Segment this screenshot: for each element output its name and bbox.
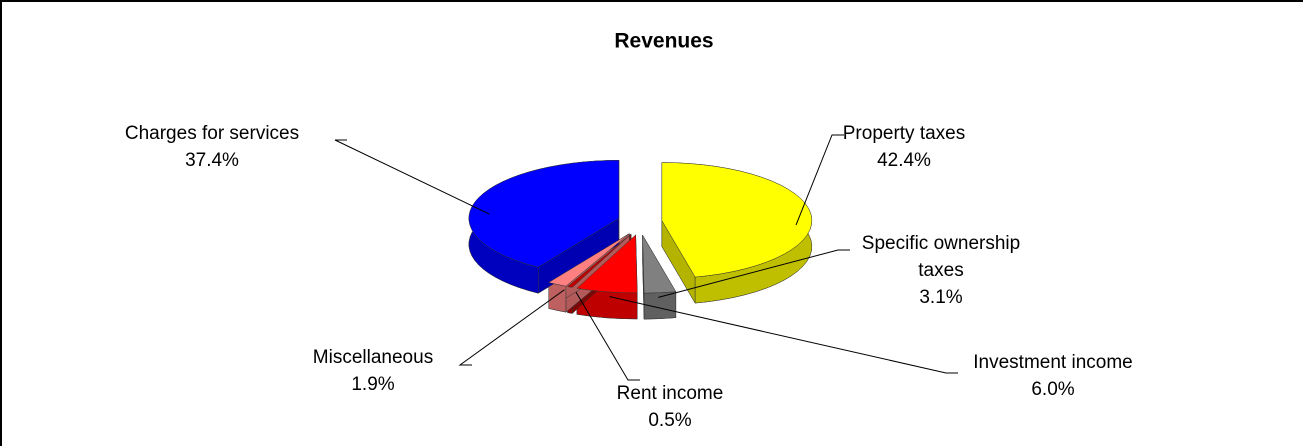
slice-value: 42.4%	[877, 150, 931, 171]
slice-name: Investment income	[973, 352, 1133, 373]
slice-rim	[548, 282, 567, 313]
slice	[642, 234, 677, 294]
slice-label: Property taxes 42.4%	[804, 120, 1004, 174]
chart-title: Revenues	[614, 30, 713, 53]
slice-label: Charges for services 37.4%	[82, 120, 342, 174]
slice-value: 1.9%	[351, 374, 395, 395]
slice-value: 6.0%	[1031, 379, 1075, 400]
slice-label: Investment income 6.0%	[933, 349, 1173, 403]
slice-tops	[468, 160, 813, 294]
slice-name: Miscellaneous	[312, 347, 434, 368]
slice	[576, 234, 638, 294]
slice-label: Miscellaneous 1.9%	[273, 344, 473, 398]
leaders	[334, 134, 958, 381]
slice	[468, 160, 620, 268]
leader-line	[609, 296, 958, 374]
leader-line	[334, 139, 490, 215]
slice-label: Rent income 0.5%	[570, 380, 770, 434]
leader-line	[458, 289, 565, 366]
slice-value: 37.4%	[185, 150, 239, 171]
slice-name: Rent income	[616, 383, 724, 404]
slice-value: 3.1%	[919, 287, 963, 308]
slice	[548, 233, 630, 287]
leader-line	[795, 134, 844, 226]
leader-line	[575, 291, 640, 381]
slice-name: Charges for services	[124, 123, 300, 144]
slice	[661, 162, 813, 278]
slice-label: Specific ownership taxes 3.1%	[826, 230, 1056, 311]
leader-line	[658, 249, 850, 298]
slice-name: Specific ownership taxes	[861, 233, 1021, 281]
slice	[566, 233, 632, 288]
slice-value: 0.5%	[648, 410, 692, 431]
slice-name: Property taxes	[842, 123, 966, 144]
